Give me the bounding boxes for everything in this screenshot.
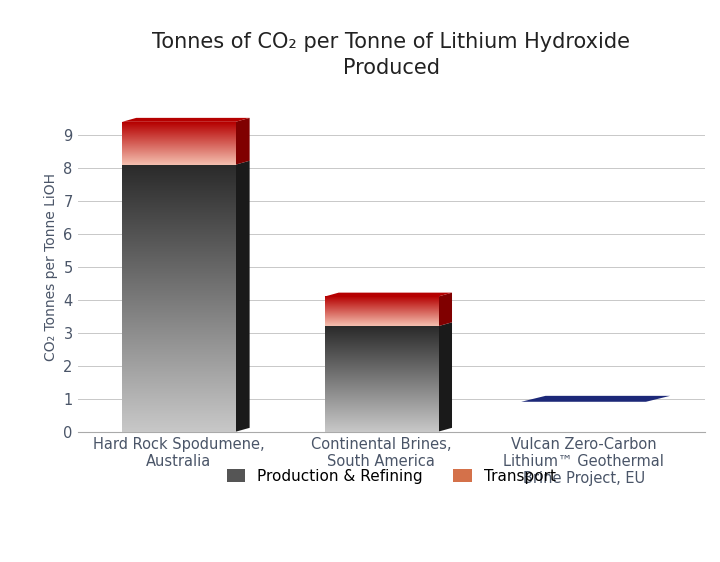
Polygon shape xyxy=(438,293,452,327)
Polygon shape xyxy=(325,293,452,297)
Title: Tonnes of CO₂ per Tonne of Lithium Hydroxide
Produced: Tonnes of CO₂ per Tonne of Lithium Hydro… xyxy=(153,32,630,78)
Y-axis label: CO₂ Tonnes per Tonne LiOH: CO₂ Tonnes per Tonne LiOH xyxy=(44,173,58,361)
Polygon shape xyxy=(438,323,452,432)
Polygon shape xyxy=(235,161,250,432)
Polygon shape xyxy=(521,396,670,402)
Polygon shape xyxy=(122,118,250,122)
Polygon shape xyxy=(235,118,250,165)
Legend: Production & Refining, Transport: Production & Refining, Transport xyxy=(227,469,556,483)
